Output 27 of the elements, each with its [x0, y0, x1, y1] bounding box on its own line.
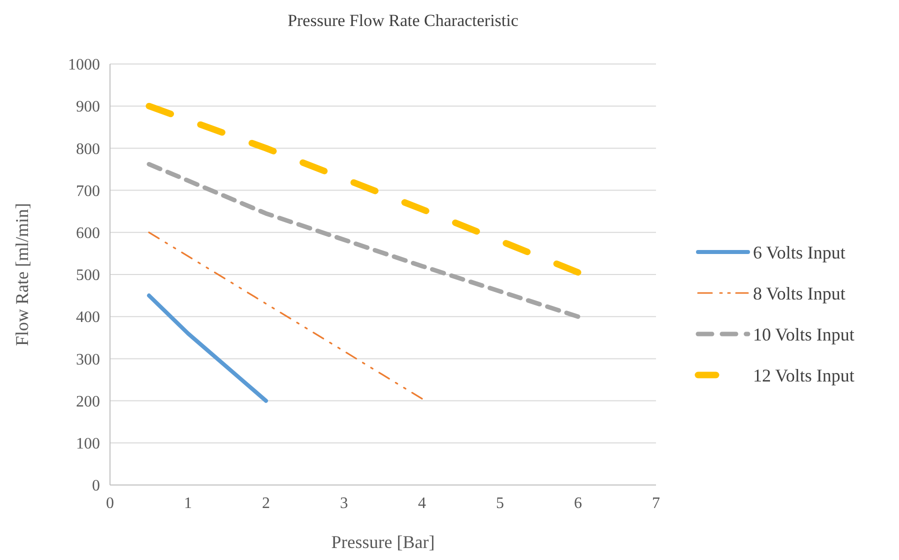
y-tick-label: 300	[76, 351, 100, 368]
y-tick-label: 900	[76, 98, 100, 116]
legend-label: 12 Volts Input	[753, 365, 854, 386]
x-axis-title: Pressure [Bar]	[331, 532, 435, 552]
x-tick-label: 6	[574, 495, 582, 512]
legend-label: 6 Volts Input	[753, 242, 846, 262]
x-tick-label: 1	[184, 495, 192, 512]
y-tick-label: 200	[76, 393, 100, 410]
y-tick-label: 1000	[68, 56, 100, 74]
line-series	[146, 162, 580, 319]
y-tick-label: 600	[76, 225, 100, 242]
y-axis-title: Flow Rate [ml/min]	[12, 203, 32, 346]
y-tick-label: 500	[76, 267, 100, 284]
y-tick-label: 100	[76, 436, 100, 452]
y-tick-label: 0	[92, 478, 100, 495]
legend-label: 8 Volts Input	[753, 283, 846, 304]
x-tick-label: 0	[106, 495, 114, 512]
y-tick-label: 400	[76, 309, 100, 326]
x-tick-label: 4	[418, 495, 426, 512]
y-tick-label: 700	[76, 182, 100, 200]
x-tick-label: 3	[340, 495, 348, 512]
x-tick-label: 7	[652, 495, 660, 512]
x-tick-label: 2	[262, 495, 270, 512]
legend-label: 10 Volts Input	[753, 324, 854, 344]
x-tick-label: 5	[496, 495, 504, 512]
y-tick-label: 800	[76, 140, 100, 158]
chart-title: Pressure Flow Rate Characteristic	[288, 11, 519, 30]
